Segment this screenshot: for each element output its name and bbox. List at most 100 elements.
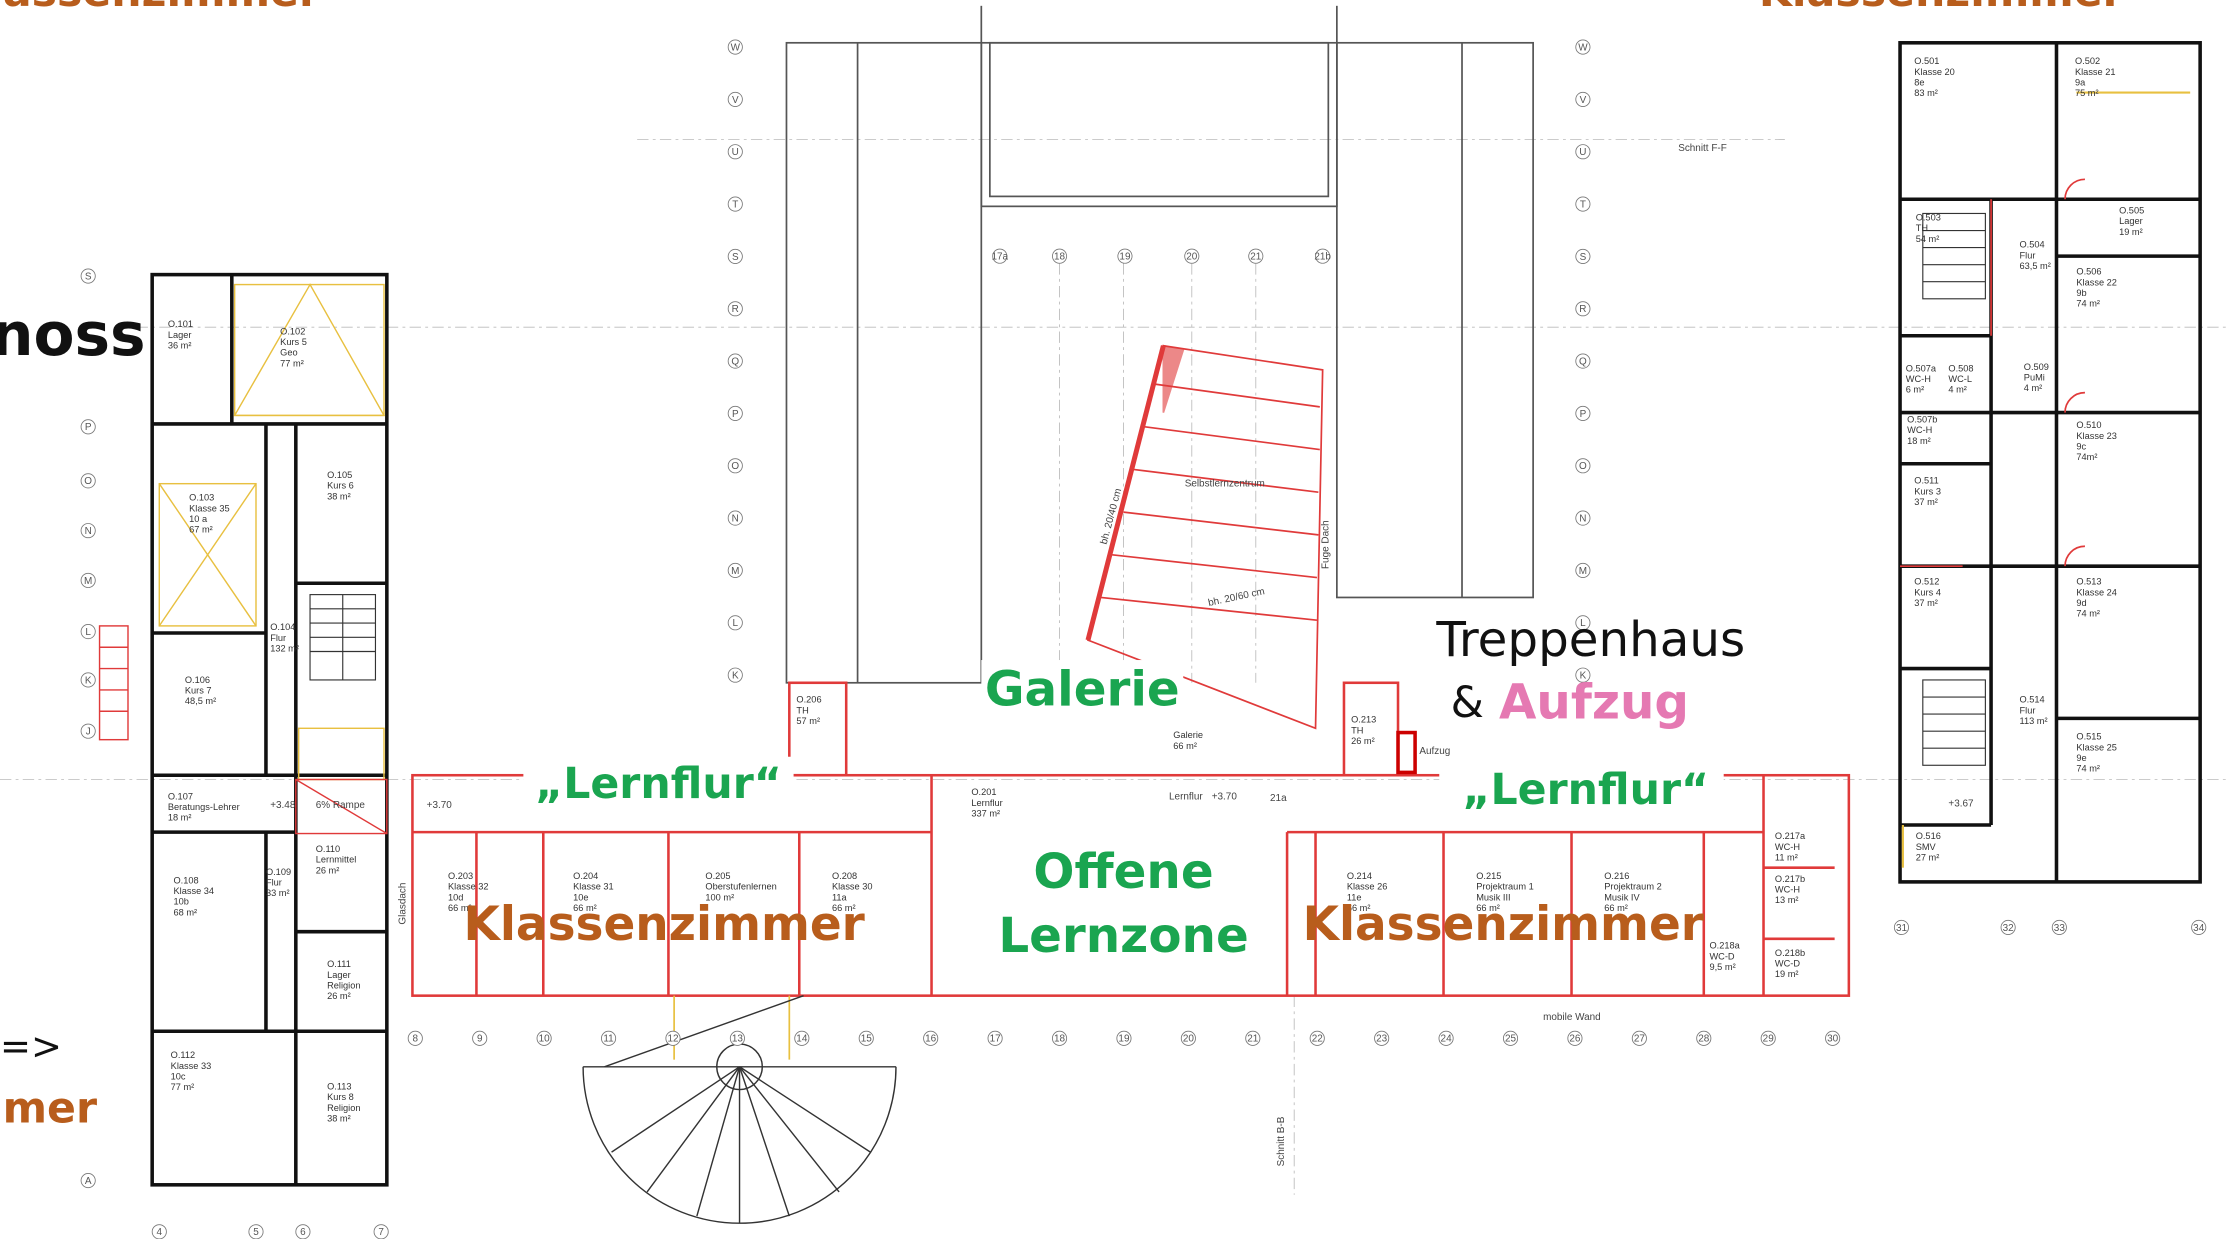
room-label: 11 m² [1775, 853, 1798, 863]
room-label: 26 m² [1351, 736, 1375, 746]
room: O.516SMV27 m² [1916, 831, 1941, 862]
room-label: O.218b [1775, 948, 1805, 958]
axis-label: S [1580, 252, 1587, 263]
overlay-label: Galerie [985, 662, 1180, 718]
plan-note: mobile Wand [1543, 1012, 1601, 1023]
room-label: Klasse 35 [189, 503, 230, 513]
room-label: 26 m² [316, 865, 340, 875]
room-label: O.501 [1914, 56, 1939, 66]
room-label: 9e [2076, 753, 2086, 763]
room-label: 10d [448, 892, 463, 902]
room-label: 48,5 m² [185, 696, 216, 706]
axis-label: 18 [1054, 1034, 1066, 1045]
room-label: Oberstufenlernen [705, 882, 776, 892]
room-label: WC-H [1907, 425, 1932, 435]
room-label: Klasse 34 [174, 886, 215, 896]
room-label: O.113 [327, 1082, 351, 1092]
room-label: 337 m² [971, 808, 1000, 818]
room-label: O.201 [971, 787, 996, 797]
room-label: 9b [2076, 288, 2086, 298]
room-label: O.217a [1775, 831, 1806, 841]
room: O.508WC-L4 m² [1948, 363, 1973, 394]
axis-label: 29 [1763, 1034, 1775, 1045]
axis-label: N [732, 514, 739, 525]
room-label: O.107 [168, 791, 193, 801]
axis-label: 16 [925, 1034, 937, 1045]
axis-label: O [731, 461, 739, 472]
overlay-label: => [0, 1025, 62, 1068]
room-label: 132 m² [270, 643, 299, 653]
left-building [152, 275, 387, 1185]
room: O.217bWC-H13 m² [1775, 874, 1805, 905]
axis-label: 13 [732, 1034, 744, 1045]
axis-label: 5 [253, 1227, 259, 1238]
overlay-label: mer [3, 1083, 97, 1133]
room-label: O.112 [171, 1050, 195, 1060]
room: O.105Kurs 638 m² [327, 470, 354, 501]
axis-label: N [85, 526, 92, 537]
room: O.510Klasse 239c74m² [2076, 420, 2117, 462]
room-label: WC-D [1709, 951, 1734, 961]
left-stair [310, 595, 375, 680]
room-label: Lernflur [971, 798, 1002, 808]
room-label: O.206 [796, 695, 821, 705]
overlay-label: Offene [1033, 844, 1213, 900]
room-label: Kurs 8 [327, 1092, 354, 1102]
room-label: O.215 [1476, 871, 1501, 881]
room-label: 9c [2076, 442, 2086, 452]
room-label: TH [1916, 223, 1928, 233]
axis-label: 17a [992, 252, 1009, 263]
room-label: 54 m² [1916, 234, 1940, 244]
room-label: O.102 [280, 326, 305, 336]
axis-label: 15 [861, 1034, 873, 1045]
axis-label: M [84, 576, 92, 587]
room: O.501Klasse 208e83 m² [1914, 56, 1955, 98]
axis-label: S [732, 252, 739, 263]
room: O.201Lernflur337 m² [971, 787, 1002, 818]
axis-label: L [85, 627, 91, 638]
axis-label: 20 [1186, 252, 1198, 263]
overlay-label: & [1451, 678, 1484, 728]
room-label: Klasse 26 [1347, 882, 1388, 892]
room-label: Flur [270, 633, 286, 643]
room-label: O.503 [1916, 213, 1941, 223]
room-label: 74 m² [2076, 609, 2100, 619]
axis-label: U [732, 147, 739, 158]
axis-label: V [1580, 95, 1587, 106]
axis-label: V [732, 95, 739, 106]
axis-label: O [1579, 461, 1587, 472]
room-label: Projektraum 1 [1476, 882, 1533, 892]
room-label: Klasse 31 [573, 882, 614, 892]
overlay-label: Aufzug [1499, 675, 1689, 731]
room-label: 19 m² [1775, 969, 1799, 979]
overlay-label: Klassenzimmer [463, 897, 864, 952]
axis-label: J [86, 727, 91, 738]
room-label: 26 m² [327, 991, 351, 1001]
room-label: O.510 [2076, 420, 2101, 430]
overlay-label: Lernzone [998, 908, 1248, 964]
room-label: O.106 [185, 675, 210, 685]
axis-label: 8 [413, 1034, 419, 1045]
axis-label: 33 [2054, 923, 2066, 934]
axis-label: 11 [603, 1034, 614, 1045]
room-label: Flur [266, 877, 282, 887]
room-label: Lager [2119, 216, 2143, 226]
room: O.110Lernmittel26 m² [316, 844, 357, 875]
plan-note: Schnitt F-F [1678, 143, 1727, 154]
room: O.505Lager19 m² [2119, 205, 2144, 236]
axis-label: 17 [990, 1034, 1002, 1045]
room-label: O.204 [573, 871, 598, 881]
room-label: Religion [327, 981, 360, 991]
plan-note: 6% Rampe [316, 800, 366, 811]
room: O.218aWC-D9,5 m² [1709, 941, 1740, 972]
middle-towers [786, 6, 1533, 683]
room-label: SMV [1916, 842, 1937, 852]
axis-label: M [731, 566, 739, 577]
room: O.109Flur33 m² [266, 867, 291, 898]
room: O.503TH54 m² [1916, 213, 1941, 244]
room-label: Kurs 7 [185, 685, 212, 695]
axis-label: 9 [477, 1034, 483, 1045]
floor-plan: WWVVUUTTSSRRQQPPOONNMMLLKK17a1819202121b… [0, 0, 2230, 1239]
